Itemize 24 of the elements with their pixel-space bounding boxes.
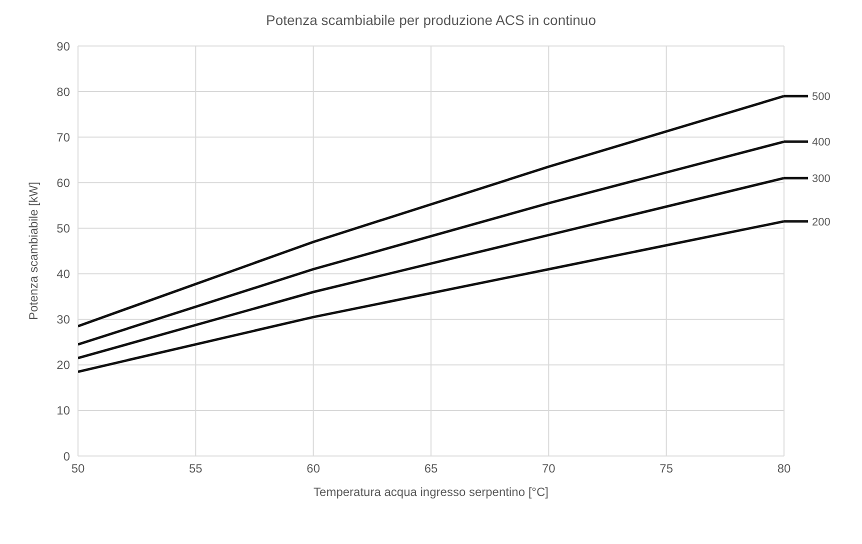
- chart-title: Potenza scambiabile per produzione ACS in continuo: [265, 11, 597, 30]
- legend-label: 400: [812, 136, 830, 149]
- y-tick-label: 10: [56, 404, 70, 418]
- legend-label: 300: [812, 173, 830, 186]
- y-tick-label: 0: [63, 449, 70, 464]
- x-tick-label: 50: [71, 462, 85, 476]
- x-tick-label: 80: [777, 462, 791, 476]
- x-tick-label: 60: [306, 462, 320, 476]
- y-tick-label: 80: [56, 84, 70, 99]
- y-tick-label: 70: [56, 130, 70, 144]
- y-tick-label: 30: [56, 312, 70, 327]
- x-tick-label: 55: [188, 462, 203, 476]
- x-tick-label: 70: [542, 462, 556, 476]
- y-axis-title: Potenza scambiabile [kW]: [26, 182, 40, 320]
- x-axis-title: Temperatura acqua ingresso serpentino [°C]: [314, 485, 548, 499]
- y-tick-label: 50: [56, 221, 70, 236]
- y-tick-label: 20: [56, 358, 70, 372]
- y-tick-label: 90: [56, 39, 70, 54]
- x-tick-label: 65: [424, 462, 438, 476]
- legend-label: 200: [812, 216, 830, 228]
- y-tick-label: 60: [56, 176, 70, 190]
- legend-label: 500: [812, 91, 830, 104]
- x-tick-label: 75: [660, 462, 674, 476]
- y-tick-label: 40: [56, 267, 70, 282]
